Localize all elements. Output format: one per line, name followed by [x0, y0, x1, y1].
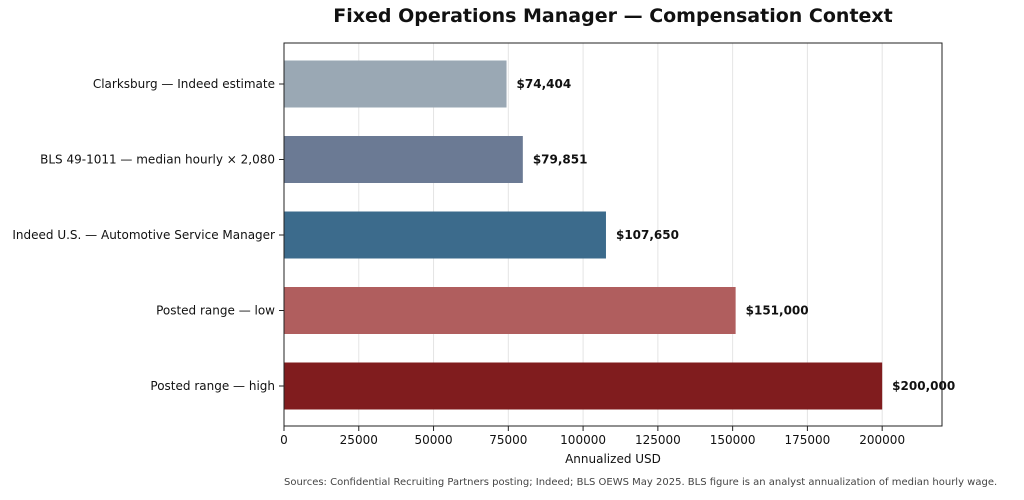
bar [284, 287, 736, 334]
y-category-label: Indeed U.S. — Automotive Service Manager [12, 228, 275, 242]
x-tick-label: 0 [280, 433, 288, 447]
bar-value-label: $200,000 [892, 379, 955, 393]
y-category-label: Clarksburg — Indeed estimate [93, 77, 275, 91]
source-note: Sources: Confidential Recruiting Partner… [284, 477, 998, 488]
x-tick-label: 200000 [859, 433, 905, 447]
bar [284, 211, 606, 259]
x-tick-label: 125000 [635, 433, 681, 447]
bar-value-label: $151,000 [746, 304, 809, 318]
x-tick-label: 25000 [340, 433, 378, 447]
bars [284, 60, 883, 410]
plot-frame [283, 42, 943, 427]
bar-value-label: $79,851 [533, 153, 588, 167]
bar-value-label: $74,404 [517, 77, 572, 91]
y-category-label: Posted range — high [150, 379, 275, 393]
x-tick-label: 100000 [560, 433, 606, 447]
x-tick-label: 150000 [710, 433, 756, 447]
bar [284, 136, 523, 183]
x-axis: 0 25000 50000 75000 100000 125000 150000 175000… [280, 426, 905, 447]
y-category-label: Posted range — low [156, 304, 275, 318]
x-tick-label: 75000 [489, 433, 527, 447]
x-tick-label: 175000 [785, 433, 831, 447]
y-axis: Clarksburg — Indeed estimate BLS 49-1011 … [12, 77, 284, 393]
x-tick-label: 50000 [414, 433, 452, 447]
value-labels: $74,404 $79,851 $107,650 $151,000 $200,000 [517, 77, 956, 393]
bar [284, 60, 507, 108]
x-axis-title: Annualized USD [565, 452, 661, 466]
y-category-label: BLS 49-1011 — median hourly × 2,080 [40, 153, 275, 167]
bar [284, 362, 883, 410]
bar-value-label: $107,650 [616, 228, 679, 242]
chart-title: Fixed Operations Manager — Compensation … [333, 5, 893, 27]
